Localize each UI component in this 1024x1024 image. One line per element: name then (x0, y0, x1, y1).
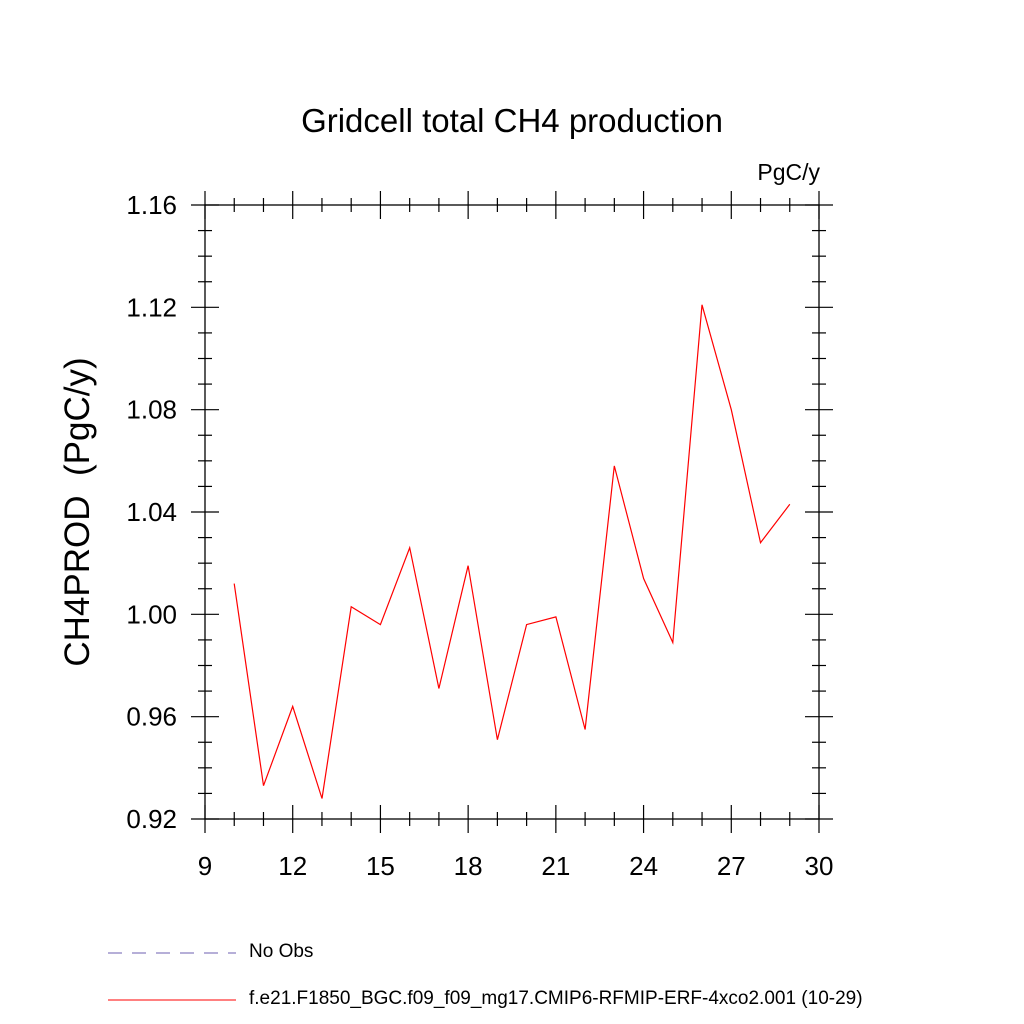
y-tick-label: 1.08 (126, 395, 177, 425)
x-tick-label: 15 (366, 851, 395, 881)
y-tick-label: 1.16 (126, 190, 177, 220)
chart-title: Gridcell total CH4 production (301, 102, 723, 139)
plot-frame (204, 204, 820, 820)
tick-labels: 9 12 15 18 21 24 27 30 0.92 0.96 1.00 1.04 1.08 1.12 1… (126, 190, 833, 881)
y-tick-label: 0.96 (126, 702, 177, 732)
legend-item-no-obs: No Obs (0, 938, 1024, 968)
legend-item-model-run: f.e21.F1850_BGC.f09_f09_mg17.CMIP6-RFMIP… (0, 985, 1024, 1015)
x-tick-label: 30 (805, 851, 834, 881)
x-tick-label: 24 (629, 851, 658, 881)
x-tick-label: 18 (454, 851, 483, 881)
x-tick-label: 12 (278, 851, 307, 881)
chart-units: PgC/y (757, 159, 820, 185)
y-axis-label: CH4PROD (PgC/y) (58, 357, 97, 666)
series-line (233, 304, 791, 799)
x-tick-label: 9 (198, 851, 212, 881)
y-tick-label: 1.00 (126, 599, 177, 629)
axis-ticks (191, 191, 833, 833)
legend-swatch-solid (108, 999, 236, 1001)
x-tick-label: 27 (717, 851, 746, 881)
legend-label-model-run: f.e21.F1850_BGC.f09_f09_mg17.CMIP6-RFMIP… (249, 988, 863, 1009)
series-group (233, 304, 791, 799)
y-tick-label: 0.92 (126, 804, 177, 834)
legend-swatch-dashed (108, 952, 236, 954)
x-tick-label: 21 (541, 851, 570, 881)
y-tick-label: 1.12 (126, 292, 177, 322)
y-tick-label: 1.04 (126, 497, 177, 527)
legend-label-no-obs: No Obs (249, 941, 314, 962)
